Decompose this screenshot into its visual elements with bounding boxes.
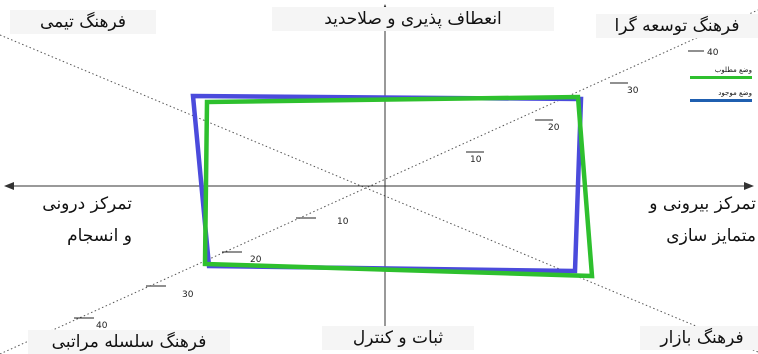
legend: وضع مطلوب وضع موجود (690, 66, 752, 112)
legend-label-current: وضع موجود (718, 89, 752, 97)
legend-item-desired: وضع مطلوب (690, 66, 752, 79)
tick-label-ll-40: 40 (96, 321, 108, 331)
tick-label-ur-10: 10 (470, 155, 482, 165)
axis-label-internal-focus-line1: تمرکز درونی (42, 194, 132, 214)
quadrant-label-stability-control: ثبات و کنترل (322, 326, 474, 351)
horizontal-axis-left-arrow (4, 182, 14, 190)
diagonal-guide-falling (0, 34, 758, 353)
axis-label-internal-focus: تمرکز درونی و انسجام (12, 188, 132, 253)
horizontal-axis-right-arrow (744, 182, 754, 190)
legend-swatch-desired (690, 76, 752, 79)
tick-label-ur-40: 40 (707, 48, 719, 58)
tick-label-ur-20: 20 (548, 123, 560, 133)
legend-swatch-current (690, 99, 752, 102)
quadrant-label-flexibility: انعطاف پذیری و صلاحدید (272, 7, 554, 32)
desired-state-polygon (202, 94, 595, 279)
quadrant-label-developmental-culture: فرهنگ توسعه گرا (596, 14, 758, 39)
quadrant-label-market-culture: فرهنگ بازار (640, 326, 758, 351)
axis-label-external-focus: تمرکز بیرونی و متمایز سازی (630, 188, 756, 253)
diagonal-guide-rising (0, 9, 758, 354)
axis-label-external-focus-line2: متمایز سازی (666, 226, 756, 247)
axis-label-internal-focus-line2: و انسجام (67, 226, 132, 247)
axis-label-external-focus-line1: تمرکز بیرونی و (649, 194, 756, 214)
current-state-polygon (190, 93, 584, 274)
quadrant-label-team-culture: فرهنگ تیمی (10, 10, 156, 35)
tick-label-ll-10: 10 (337, 217, 349, 227)
tick-label-ur-30: 30 (627, 86, 639, 96)
tick-label-ll-20: 20 (250, 255, 262, 265)
tick-label-ll-30: 30 (182, 290, 194, 300)
legend-label-desired: وضع مطلوب (714, 66, 752, 74)
quadrant-label-hierarchy-culture: فرهنگ سلسله مراتبی (28, 330, 230, 354)
legend-item-current: وضع موجود (690, 89, 752, 102)
